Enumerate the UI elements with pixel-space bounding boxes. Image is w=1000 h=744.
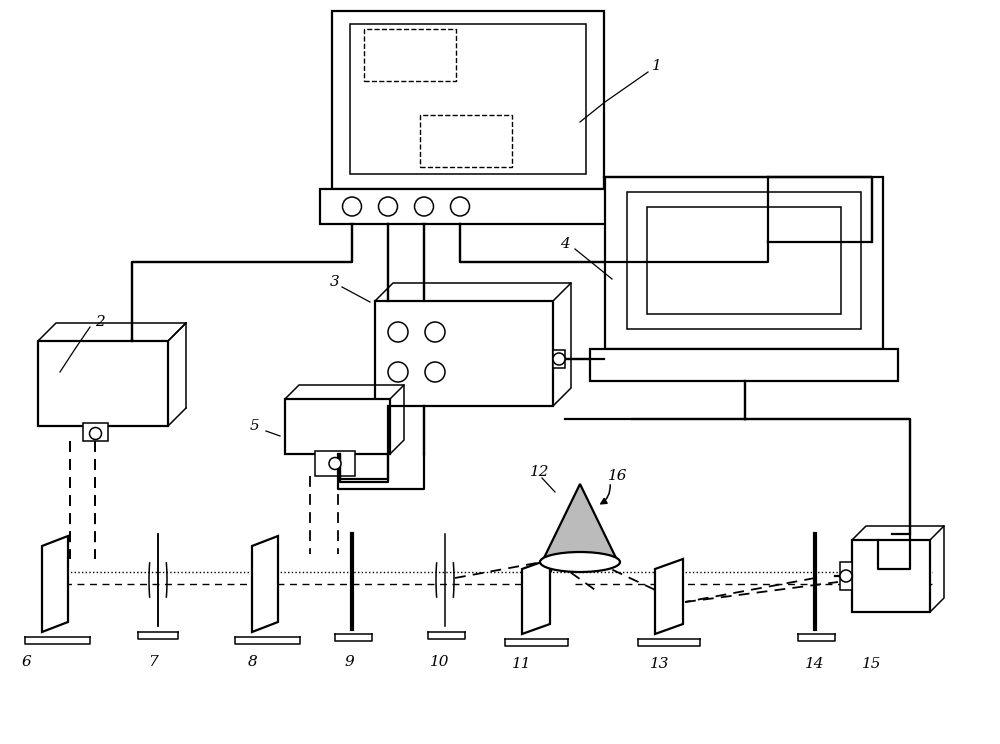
Text: 3: 3: [330, 275, 340, 289]
Bar: [350, 24, 586, 174]
Polygon shape: [542, 484, 618, 562]
Circle shape: [329, 458, 341, 469]
Text: 16: 16: [608, 469, 628, 483]
Text: 13: 13: [650, 657, 670, 671]
Bar: [315, 451, 355, 476]
Bar: [605, 177, 883, 349]
Text: 11: 11: [512, 657, 532, 671]
Circle shape: [90, 428, 102, 440]
Text: 6: 6: [22, 655, 32, 669]
Circle shape: [553, 353, 565, 365]
Polygon shape: [655, 559, 683, 634]
Text: 12: 12: [530, 465, 550, 479]
Text: 15: 15: [862, 657, 882, 671]
Bar: [320, 189, 615, 224]
Text: 8: 8: [248, 655, 258, 669]
Bar: [83, 423, 108, 441]
Circle shape: [425, 322, 445, 342]
Text: 2: 2: [95, 315, 105, 329]
Text: 1: 1: [652, 59, 662, 73]
Text: 4: 4: [560, 237, 570, 251]
Circle shape: [388, 362, 408, 382]
Text: 7: 7: [148, 655, 158, 669]
Bar: [840, 562, 852, 590]
Circle shape: [343, 197, 362, 216]
Text: 9: 9: [344, 655, 354, 669]
Text: 10: 10: [430, 655, 450, 669]
Bar: [590, 349, 898, 381]
Bar: [627, 192, 861, 329]
Polygon shape: [522, 559, 550, 634]
Bar: [553, 350, 565, 368]
Bar: [364, 29, 456, 81]
Circle shape: [840, 570, 852, 582]
Bar: [375, 301, 553, 406]
Circle shape: [379, 197, 398, 216]
Bar: [38, 341, 168, 426]
Circle shape: [450, 197, 470, 216]
Circle shape: [388, 322, 408, 342]
Text: 14: 14: [805, 657, 825, 671]
Bar: [332, 11, 604, 189]
Polygon shape: [42, 536, 68, 632]
Bar: [852, 540, 930, 612]
Ellipse shape: [540, 552, 620, 572]
Circle shape: [415, 197, 434, 216]
Text: 5: 5: [250, 419, 260, 433]
Polygon shape: [252, 536, 278, 632]
Bar: [285, 399, 390, 454]
Bar: [420, 115, 512, 167]
Circle shape: [425, 362, 445, 382]
Bar: [647, 207, 841, 314]
